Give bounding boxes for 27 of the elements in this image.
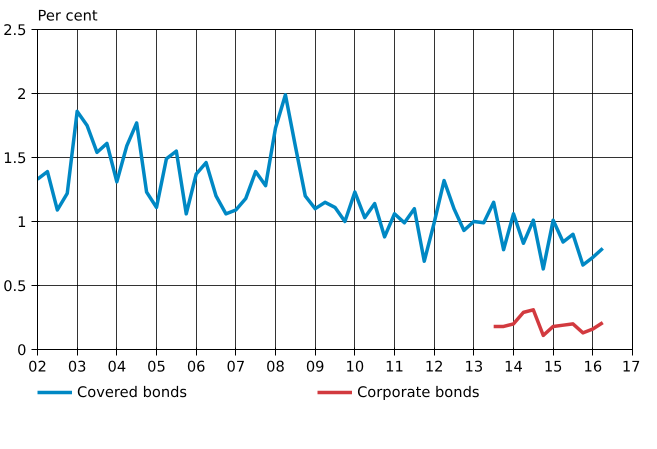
y-tick-label: 2.5 (3, 22, 27, 39)
x-tick-label: 14 (504, 358, 523, 376)
y-tick-label: 0 (17, 342, 27, 359)
x-tick-label: 09 (306, 358, 324, 376)
x-tick-label: 03 (68, 358, 86, 376)
x-tick-label: 15 (544, 358, 562, 376)
x-tick-label: 13 (464, 358, 484, 376)
y-tick-label: 1.5 (3, 150, 27, 167)
y-axis-title: Per cent (38, 8, 98, 24)
y-tick-label: 1 (17, 214, 27, 231)
x-tick-label: 06 (186, 358, 206, 376)
x-tick-label: 10 (346, 358, 364, 376)
y-tick-label: 0.5 (3, 278, 27, 295)
y-tick-label: 2 (17, 86, 27, 103)
legend-label: Corporate bonds (357, 384, 480, 400)
x-tick-label: 08 (266, 358, 285, 376)
line-series (38, 93, 604, 271)
x-tick-label: 12 (424, 358, 444, 376)
x-tick-label: 07 (226, 358, 246, 376)
line-series (492, 308, 604, 338)
x-tick-label: 11 (385, 358, 404, 376)
legend-label: Covered bonds (77, 384, 188, 400)
x-tick-label: 05 (147, 358, 166, 376)
x-tick-label: 02 (28, 358, 47, 376)
x-tick-label: 04 (108, 358, 126, 376)
x-tick-label: 16 (584, 358, 602, 376)
x-tick-label: 17 (622, 358, 641, 376)
